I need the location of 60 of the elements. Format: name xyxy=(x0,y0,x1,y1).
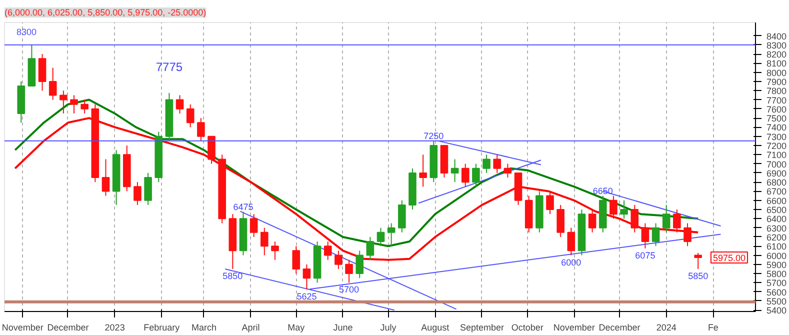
y-tick-label: 8300 xyxy=(766,40,787,50)
y-tick-label: 7700 xyxy=(766,95,787,106)
y-tick-label: 6700 xyxy=(766,186,787,197)
x-tick-label: February xyxy=(144,322,180,332)
annotation: 5700 xyxy=(339,284,360,295)
annotation: 6000 xyxy=(561,257,582,268)
x-tick-label: December xyxy=(47,322,89,332)
y-tick-label: 6100 xyxy=(766,242,787,252)
x-tick-label: June xyxy=(333,322,353,332)
y-tick-label: 5600 xyxy=(766,287,787,298)
y-tick-label: 7800 xyxy=(766,86,787,96)
y-tick-label: 8000 xyxy=(766,68,787,78)
y-tick-label: 6600 xyxy=(766,196,787,206)
x-tick-label: April xyxy=(242,322,260,332)
x-tick-label: July xyxy=(380,322,397,332)
y-tick-label: 7200 xyxy=(766,141,787,152)
y-tick-label: 6200 xyxy=(766,232,787,242)
x-tick-label: 2023 xyxy=(104,322,125,332)
x-tick-label: September xyxy=(460,322,504,332)
chart-title: (6,000.00, 6,025.00, 5,850.00, 5,975.00, -25.0000) xyxy=(4,8,206,18)
y-tick-label: 7400 xyxy=(766,122,787,133)
y-tick-label: 5500 xyxy=(766,296,787,306)
y-tick-label: 6400 xyxy=(766,214,787,224)
x-tick-label: October xyxy=(511,322,544,332)
annotation: 6475 xyxy=(233,202,254,212)
y-tick-label: 5400 xyxy=(766,306,787,316)
annotation: 5975.00 xyxy=(712,253,746,264)
x-tick-label: November xyxy=(2,322,44,332)
annotation: 6650 xyxy=(592,186,613,196)
x-tick-label: November xyxy=(553,322,595,332)
y-tick-label: 6000 xyxy=(766,250,787,261)
x-tick-label: 2024 xyxy=(656,322,676,332)
y-tick-label: 7100 xyxy=(766,150,787,160)
annotation: 5850 xyxy=(222,270,243,281)
y-tick-label: 7900 xyxy=(766,76,787,87)
y-tick-label: 8100 xyxy=(766,58,787,69)
y-tick-label: 8400 xyxy=(766,31,787,42)
annotation: 5625 xyxy=(296,292,317,302)
y-tick-label: 7600 xyxy=(766,104,787,114)
y-tick-label: 7300 xyxy=(766,132,787,142)
annotation: 7775 xyxy=(156,60,183,74)
y-tick-label: 8200 xyxy=(766,50,787,60)
y-tick-label: 7500 xyxy=(766,114,787,124)
annotation: 7250 xyxy=(424,130,444,141)
x-tick-label: May xyxy=(288,322,306,332)
x-tick-label: Fe xyxy=(708,322,718,332)
y-tick-label: 6900 xyxy=(766,168,787,178)
annotation: 5850 xyxy=(688,270,708,281)
y-tick-label: 5800 xyxy=(766,269,787,280)
x-tick-label: December xyxy=(598,322,640,332)
annotation: 6075 xyxy=(635,250,656,260)
y-tick-label: 6500 xyxy=(766,205,787,216)
ref-line-label: 8300 xyxy=(16,26,37,37)
x-tick-label: August xyxy=(421,322,450,332)
y-tick-label: 6300 xyxy=(766,223,787,234)
x-tick-label: March xyxy=(191,322,216,332)
y-tick-label: 6800 xyxy=(766,178,787,188)
y-tick-label: 5900 xyxy=(766,260,787,270)
y-tick-label: 5700 xyxy=(766,278,787,288)
y-tick-label: 7000 xyxy=(766,159,787,170)
